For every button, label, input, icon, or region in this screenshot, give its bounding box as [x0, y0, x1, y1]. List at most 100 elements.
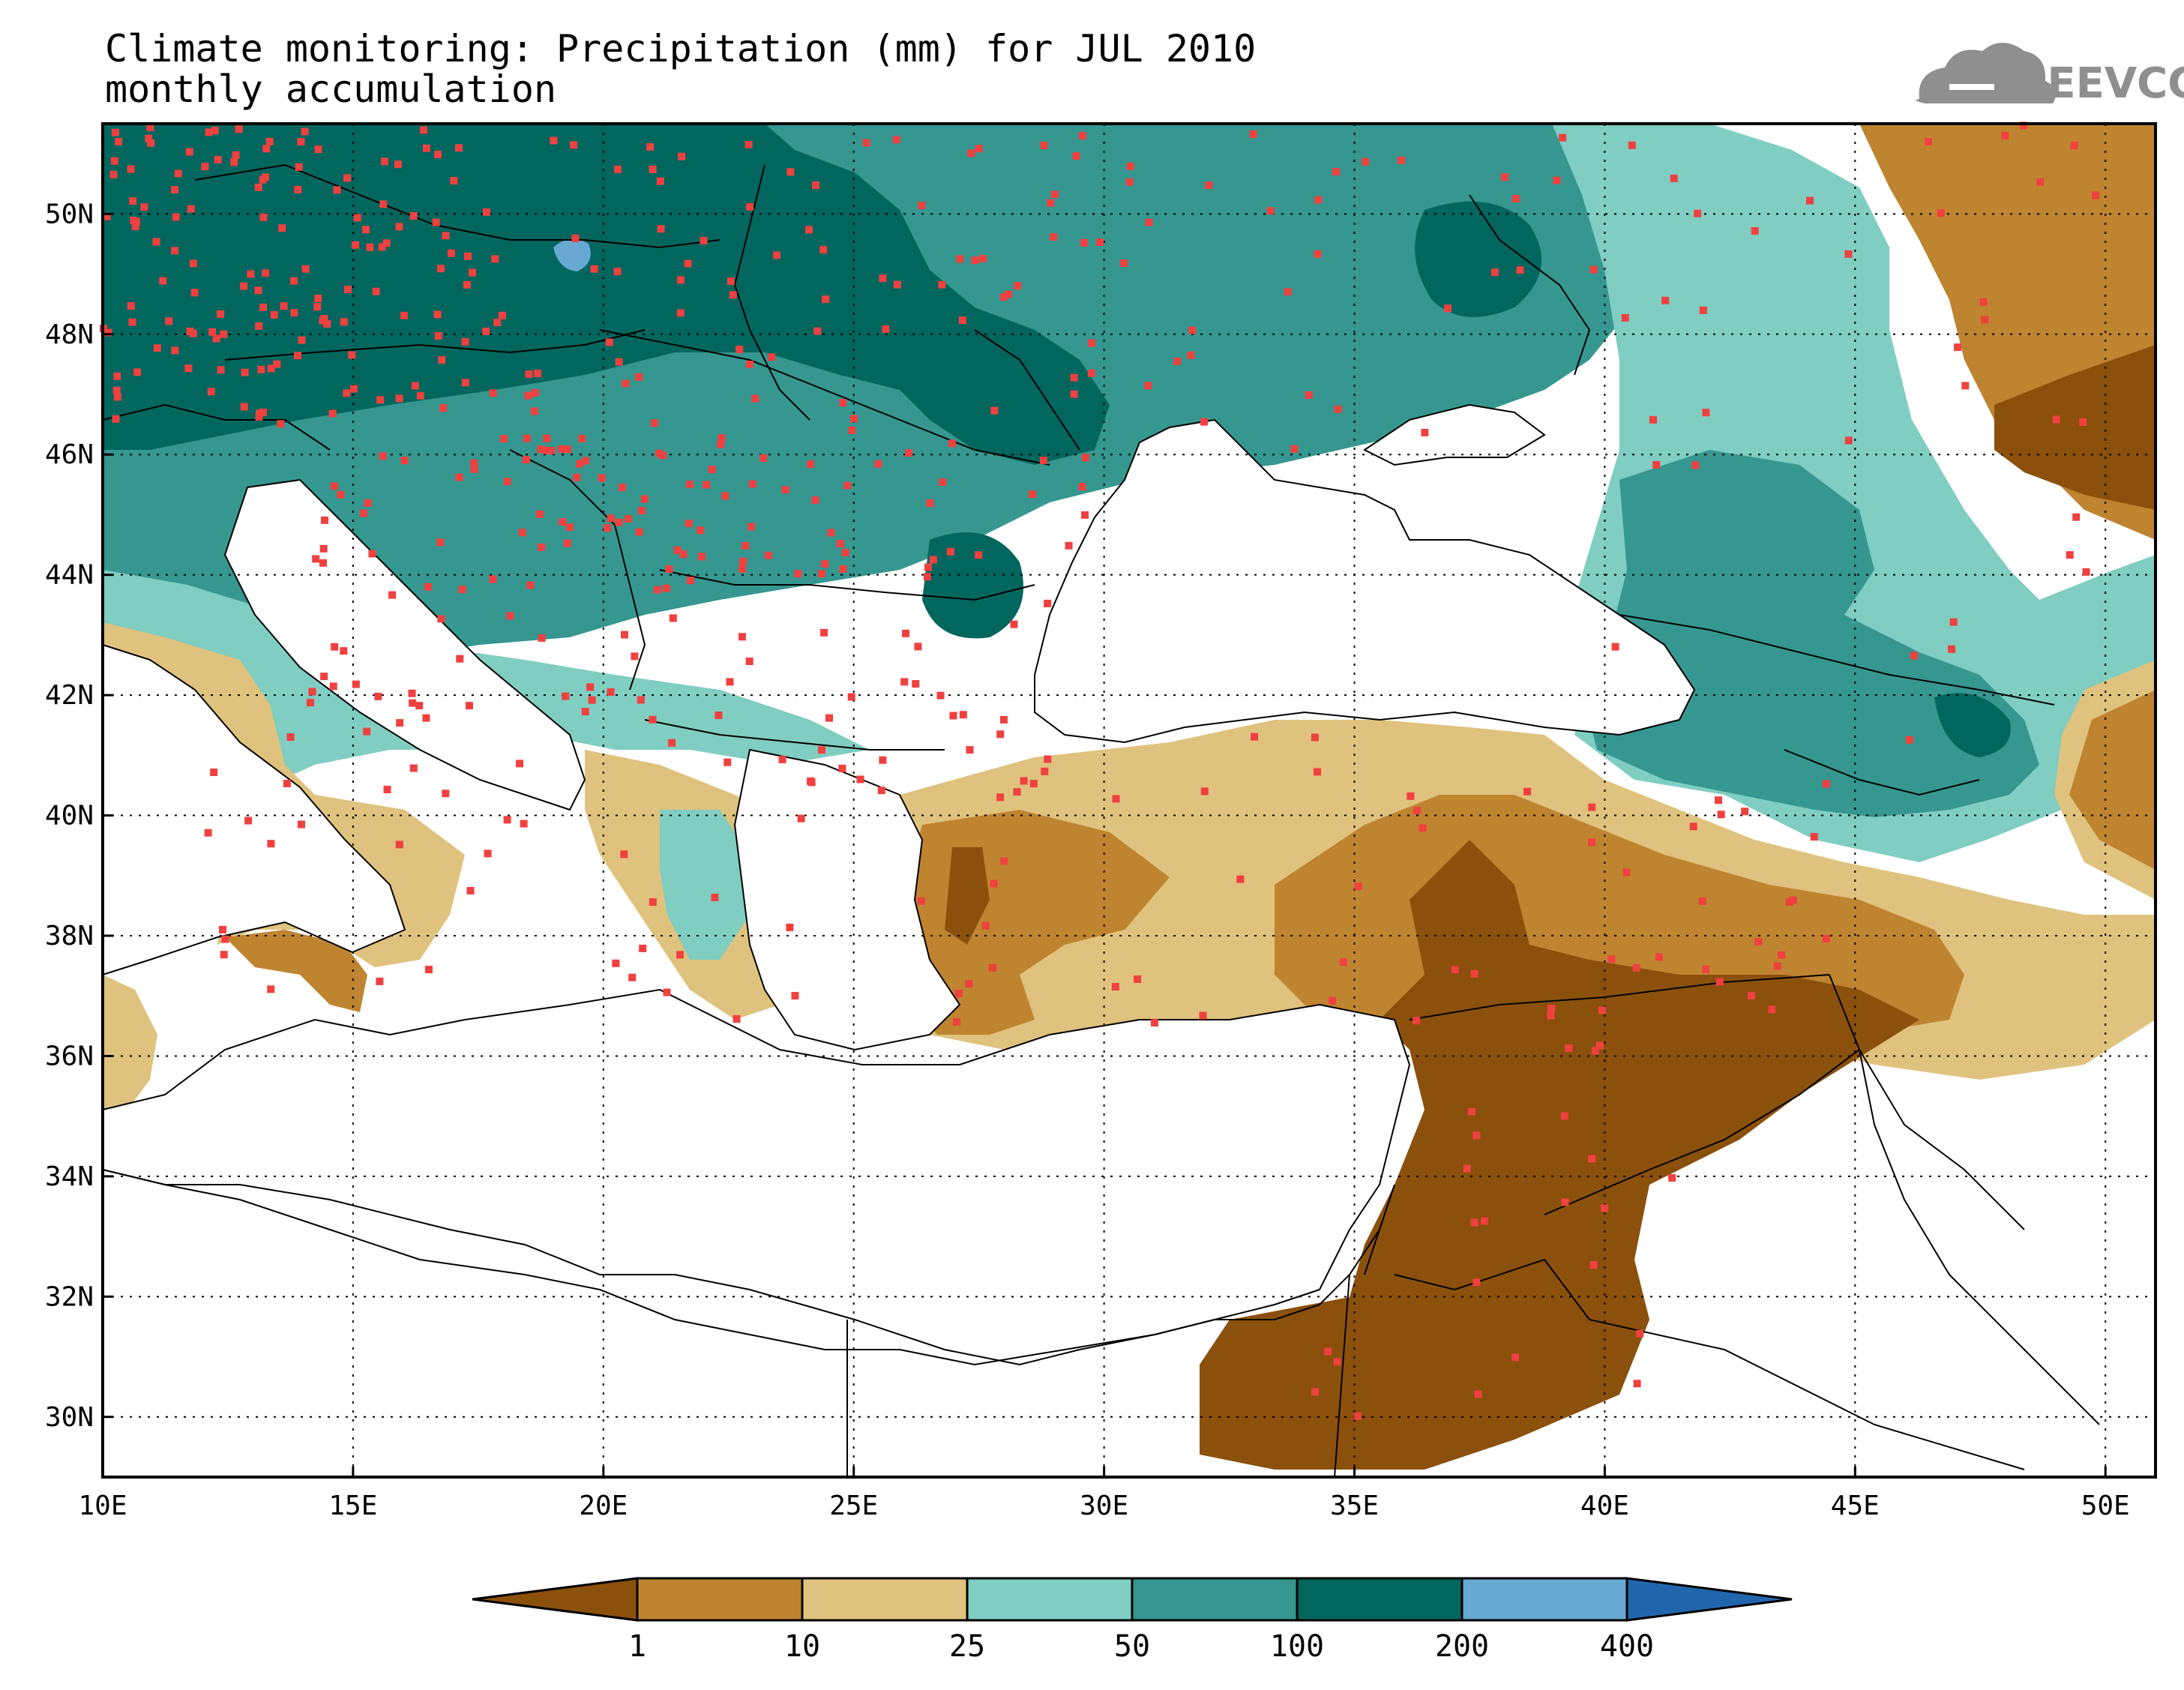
station-marker: [679, 550, 687, 558]
station-marker: [1699, 897, 1706, 905]
station-marker: [532, 389, 539, 397]
station-marker: [649, 716, 656, 724]
station-marker: [1961, 382, 1969, 389]
station-marker: [818, 570, 825, 577]
station-marker: [329, 410, 337, 418]
station-marker: [1516, 266, 1523, 274]
station-marker: [1050, 233, 1057, 241]
station-marker: [257, 366, 265, 373]
station-marker: [437, 615, 445, 622]
station-marker: [1472, 1131, 1480, 1139]
station-marker: [727, 277, 735, 285]
station-marker: [2036, 178, 2044, 186]
station-marker: [112, 129, 119, 136]
station-marker: [724, 759, 731, 766]
station-marker: [308, 688, 316, 696]
station-marker: [294, 186, 301, 193]
station-marker: [283, 780, 291, 787]
lon-tick-label: 35E: [1330, 1491, 1379, 1521]
lon-tick-label: 50E: [2081, 1491, 2130, 1521]
station-marker: [1044, 755, 1051, 763]
station-marker: [857, 775, 864, 783]
legend-level-label: 50: [1114, 1629, 1150, 1664]
station-marker: [979, 255, 987, 262]
station-marker: [1044, 600, 1051, 607]
station-marker: [395, 223, 403, 230]
station-marker: [622, 379, 629, 387]
station-marker: [821, 560, 828, 568]
station-marker: [313, 303, 321, 310]
station-marker: [266, 138, 274, 145]
station-marker: [990, 880, 998, 888]
station-marker: [1694, 210, 1701, 217]
station-marker: [709, 466, 716, 473]
station-marker: [663, 585, 670, 592]
station-marker: [483, 208, 490, 216]
station-marker: [320, 545, 328, 553]
station-marker: [364, 499, 372, 507]
station-marker: [343, 174, 351, 181]
station-marker: [1051, 190, 1059, 198]
station-marker: [1741, 808, 1748, 815]
station-marker: [746, 203, 753, 211]
station-marker: [1314, 196, 1322, 204]
legend-box: [967, 1578, 1132, 1620]
station-marker: [1329, 997, 1336, 1005]
station-marker: [1471, 970, 1478, 978]
station-marker: [1845, 437, 1853, 445]
station-marker: [1040, 457, 1047, 464]
station-marker: [738, 633, 746, 640]
lat-tick-label: 42N: [45, 680, 94, 711]
station-marker: [1407, 793, 1414, 800]
station-marker: [1126, 178, 1134, 186]
station-marker: [388, 592, 396, 599]
station-marker: [350, 385, 358, 393]
station-marker: [607, 514, 615, 522]
station-marker: [330, 682, 337, 690]
station-marker: [145, 135, 152, 142]
station-marker: [455, 144, 463, 151]
station-marker: [220, 951, 228, 958]
station-marker: [114, 393, 121, 400]
station-marker: [278, 224, 286, 232]
station-marker: [437, 265, 445, 272]
station-marker: [348, 352, 355, 359]
station-marker: [516, 760, 523, 767]
station-marker: [1981, 316, 1988, 324]
station-marker: [718, 434, 725, 442]
station-marker: [1267, 207, 1275, 214]
station-marker: [1047, 199, 1054, 207]
station-marker: [655, 450, 663, 457]
station-marker: [493, 319, 501, 326]
station-marker: [686, 481, 694, 488]
legend-box: [802, 1578, 967, 1620]
field-200-400-ukraine: [1415, 202, 1541, 317]
station-marker: [711, 894, 718, 901]
station-marker: [1778, 951, 1785, 959]
station-marker: [573, 474, 580, 481]
station-marker: [1187, 352, 1194, 359]
station-marker: [352, 241, 359, 249]
station-marker: [171, 346, 178, 354]
station-marker: [190, 259, 197, 267]
station-marker: [1000, 857, 1008, 864]
station-marker: [456, 655, 463, 663]
station-marker: [1472, 1278, 1480, 1286]
station-marker: [1718, 811, 1725, 818]
station-marker: [1013, 788, 1020, 796]
station-marker: [525, 392, 532, 400]
station-marker: [171, 186, 178, 193]
station-marker: [217, 310, 224, 318]
station-marker: [894, 281, 901, 289]
lat-tick-label: 30N: [45, 1402, 94, 1433]
station-marker: [1661, 297, 1669, 304]
station-marker: [765, 552, 772, 559]
station-marker: [1670, 175, 1678, 182]
station-marker: [287, 733, 295, 741]
station-marker: [1702, 409, 1709, 416]
station-marker: [520, 820, 528, 828]
station-marker: [1081, 511, 1089, 519]
station-marker: [165, 317, 172, 325]
station-marker: [467, 887, 475, 894]
